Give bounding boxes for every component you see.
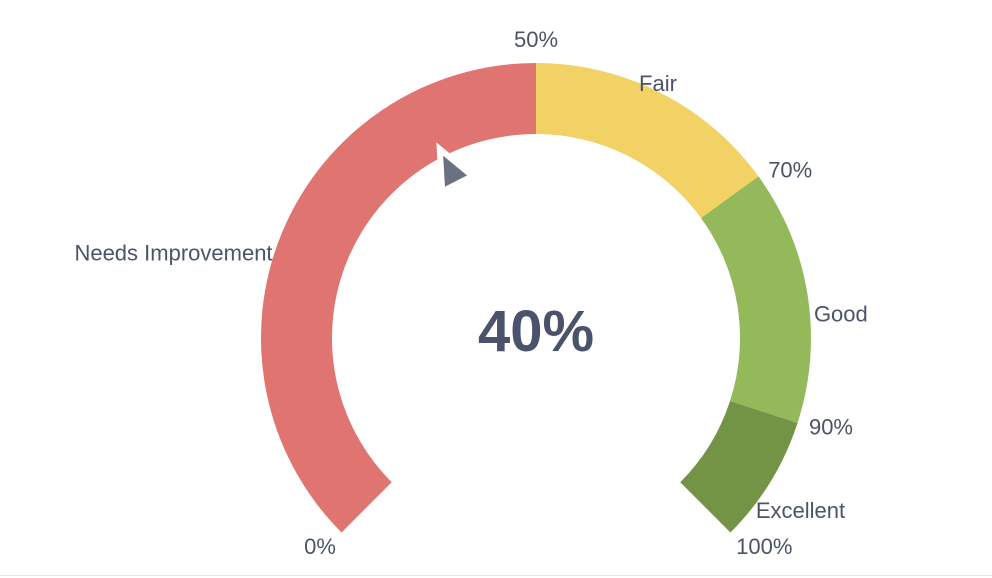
band-label-needs-improvement: Needs Improvement [74,240,272,265]
tick-label-50: 50% [514,27,558,52]
gauge-tick-labels: 0% 50% 70% 90% 100% [304,27,853,559]
footer-divider [0,575,992,576]
band-label-fair: Fair [639,71,677,96]
tick-label-70: 70% [768,157,812,182]
gauge-band-fair [536,63,759,219]
gauge-band-labels: Needs Improvement Fair Good Excellent [74,71,867,523]
gauge-value-label: 40% [478,299,594,364]
tick-label-90: 90% [809,415,853,440]
gauge-pointer [436,142,478,197]
band-label-excellent: Excellent [756,498,845,523]
gauge-bands [261,63,812,533]
tick-label-100: 100% [736,534,792,559]
gauge-band-good [701,176,812,423]
gauge-pointer-group [436,142,478,197]
gauge-band-excellent [680,401,798,533]
tick-label-0: 0% [304,534,336,559]
gauge-band-needs-improvement [261,63,536,533]
band-label-good: Good [814,302,868,327]
